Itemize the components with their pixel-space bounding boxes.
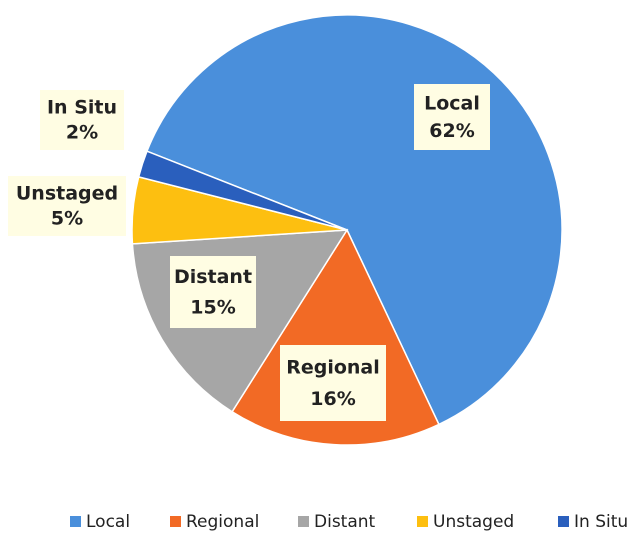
legend-swatch <box>70 516 81 527</box>
legend-label: Local <box>86 512 130 532</box>
legend-swatch <box>298 516 309 527</box>
data-label-name: Regional <box>286 356 380 378</box>
data-label-name: Unstaged <box>16 183 118 205</box>
label-box <box>414 84 490 150</box>
label-box <box>280 345 386 421</box>
data-label-value: 2% <box>66 122 98 144</box>
legend-label: In Situ <box>574 512 628 532</box>
legend-swatch <box>170 516 181 527</box>
data-label-value: 5% <box>51 208 83 230</box>
legend-label: Distant <box>314 512 376 532</box>
legend-label: Regional <box>186 512 259 532</box>
data-label-name: Distant <box>174 266 252 288</box>
legend-label: Unstaged <box>433 512 514 532</box>
legend-swatch <box>558 516 569 527</box>
data-label-name: Local <box>424 92 480 114</box>
legend-swatch <box>417 516 428 527</box>
data-label-value: 15% <box>190 296 235 318</box>
label-box <box>8 176 126 236</box>
data-label-value: 62% <box>429 120 474 142</box>
data-label-value: 16% <box>310 388 355 410</box>
data-label-name: In Situ <box>47 97 117 119</box>
label-box <box>40 90 124 150</box>
pie-slice <box>137 150 348 231</box>
label-box <box>170 256 256 328</box>
